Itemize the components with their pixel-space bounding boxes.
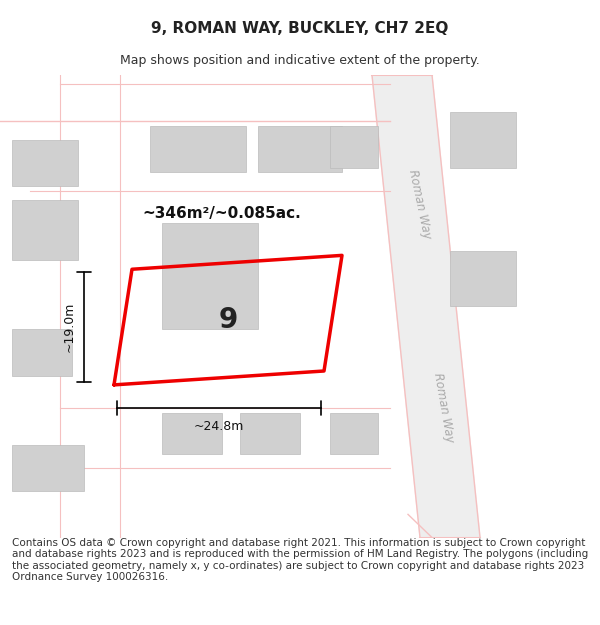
- FancyBboxPatch shape: [330, 126, 378, 168]
- FancyBboxPatch shape: [12, 329, 72, 376]
- Text: 9, ROMAN WAY, BUCKLEY, CH7 2EQ: 9, ROMAN WAY, BUCKLEY, CH7 2EQ: [151, 21, 449, 36]
- Text: 9: 9: [218, 306, 238, 334]
- Text: Roman Way: Roman Way: [431, 372, 457, 444]
- FancyBboxPatch shape: [150, 126, 246, 172]
- FancyBboxPatch shape: [12, 200, 78, 260]
- FancyBboxPatch shape: [12, 445, 84, 491]
- Text: ~24.8m: ~24.8m: [194, 420, 244, 433]
- FancyBboxPatch shape: [162, 412, 222, 454]
- FancyBboxPatch shape: [450, 112, 516, 168]
- Text: Map shows position and indicative extent of the property.: Map shows position and indicative extent…: [120, 54, 480, 67]
- FancyBboxPatch shape: [330, 412, 378, 454]
- Text: Roman Way: Roman Way: [406, 169, 434, 241]
- FancyBboxPatch shape: [162, 223, 258, 329]
- Polygon shape: [372, 75, 480, 538]
- Text: ~346m²/~0.085ac.: ~346m²/~0.085ac.: [143, 206, 301, 221]
- FancyBboxPatch shape: [450, 251, 516, 306]
- Text: Contains OS data © Crown copyright and database right 2021. This information is : Contains OS data © Crown copyright and d…: [12, 538, 588, 582]
- FancyBboxPatch shape: [258, 126, 342, 172]
- Text: ~19.0m: ~19.0m: [62, 302, 76, 352]
- FancyBboxPatch shape: [12, 140, 78, 186]
- FancyBboxPatch shape: [240, 412, 300, 454]
